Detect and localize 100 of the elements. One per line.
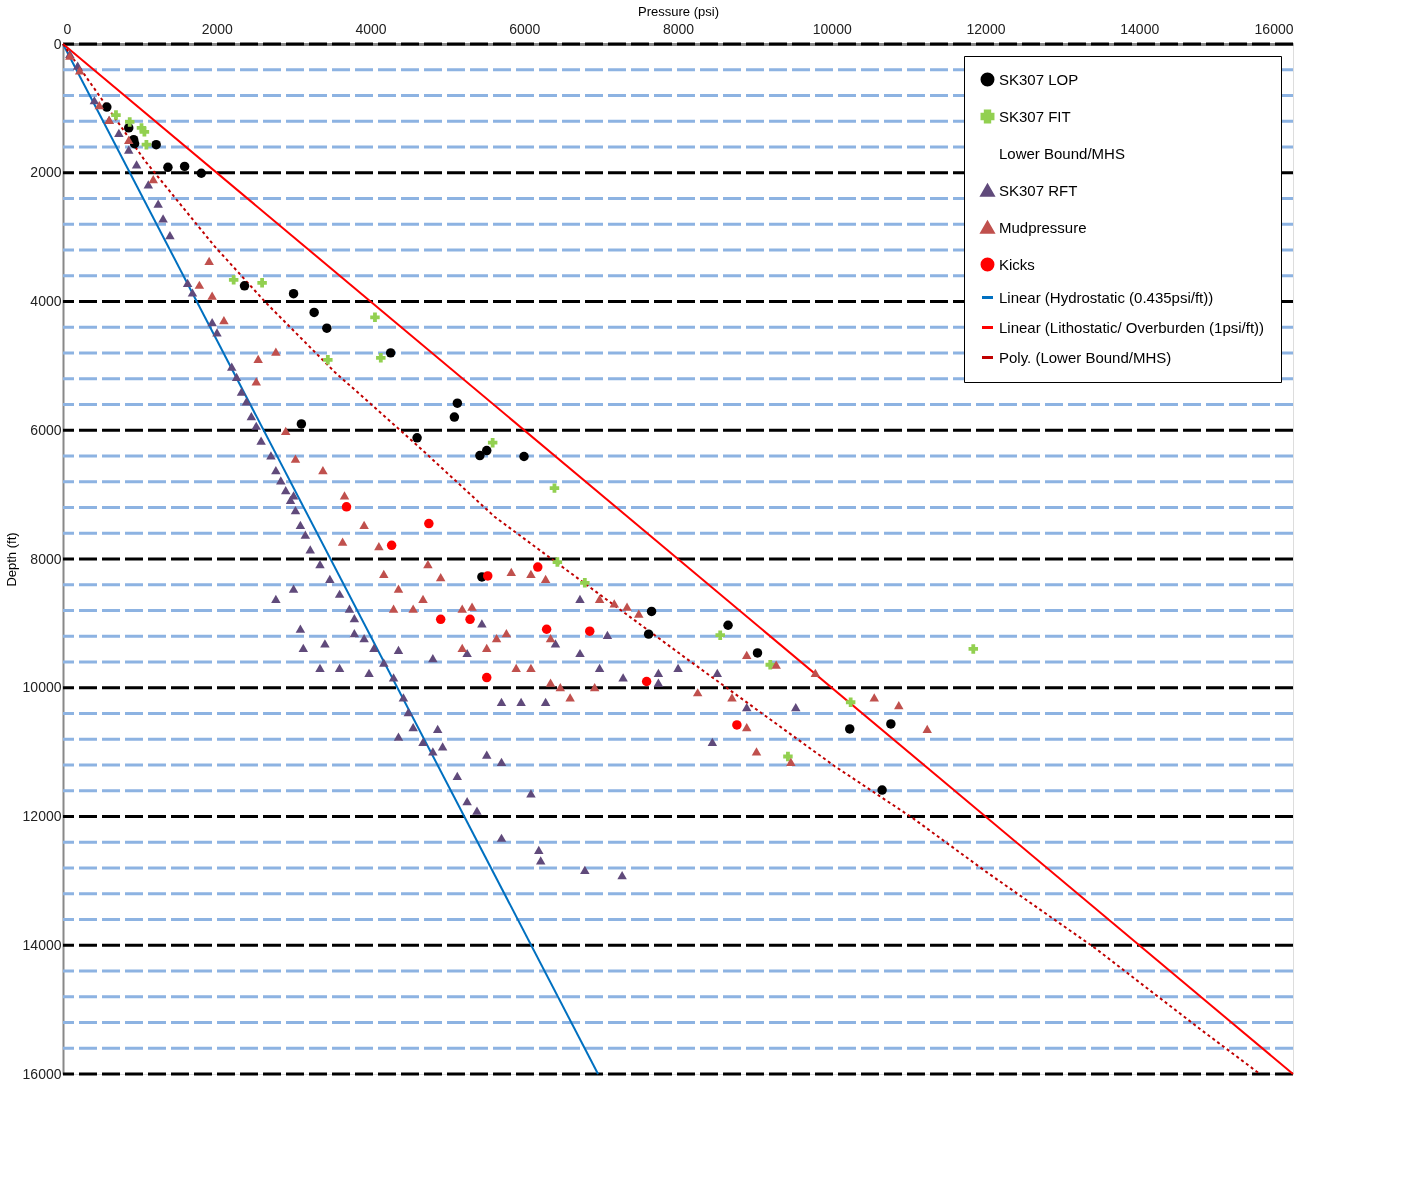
point — [457, 643, 467, 652]
point — [751, 747, 762, 756]
legend-label: Mudpressure — [999, 218, 1087, 236]
point — [341, 502, 352, 512]
point — [449, 412, 460, 422]
point — [148, 175, 158, 184]
point — [501, 628, 512, 638]
legend-label: SK307 FIT — [999, 107, 1071, 125]
legend-label: SK307 LOP — [999, 70, 1079, 88]
point — [408, 604, 418, 613]
point — [393, 584, 404, 593]
point — [732, 720, 742, 730]
x-tick-label: 14000 — [1120, 20, 1160, 37]
point — [752, 648, 763, 658]
x-tick-label: 16000 — [1254, 20, 1294, 37]
point — [339, 491, 350, 500]
y-tick-label: 16000 — [22, 1065, 62, 1082]
point — [877, 785, 887, 795]
point — [715, 630, 725, 640]
point — [594, 594, 605, 604]
point — [506, 567, 516, 576]
point — [783, 751, 793, 762]
legend-label: Linear (Lithostatic/ Overburden (1psi/ft)) — [999, 318, 1265, 336]
point — [457, 604, 467, 613]
point — [549, 483, 560, 493]
point — [609, 599, 620, 608]
point — [337, 537, 348, 546]
y-tick-label: 14000 — [22, 936, 62, 953]
point — [552, 557, 563, 567]
point — [968, 644, 979, 654]
point — [424, 518, 434, 529]
point — [288, 288, 299, 299]
point — [388, 604, 399, 613]
x-tick-label: 6000 — [509, 20, 541, 37]
point — [886, 719, 896, 729]
point — [765, 660, 775, 670]
point — [322, 323, 332, 333]
point — [692, 688, 703, 697]
point — [151, 139, 161, 150]
point — [723, 620, 733, 630]
x-tick-label: 8000 — [662, 20, 695, 37]
point — [102, 102, 112, 112]
point — [370, 312, 380, 323]
point — [540, 574, 551, 584]
point — [481, 643, 492, 652]
y-tick-label: 10000 — [22, 679, 62, 696]
legend-label: Linear (Hydrostatic (0.435psi/ft)) — [999, 288, 1214, 306]
point — [204, 256, 214, 266]
x-tick-label: 2000 — [201, 20, 234, 37]
point — [123, 135, 134, 145]
x-axis-title: Pressure (psi) — [638, 3, 719, 19]
point — [228, 275, 239, 285]
point — [622, 602, 632, 611]
point — [481, 672, 492, 683]
point — [179, 161, 190, 172]
point — [646, 606, 657, 617]
point — [526, 569, 536, 578]
point — [163, 162, 173, 173]
point — [386, 540, 397, 551]
point — [491, 634, 502, 643]
y-axis-title: Depth (ft) — [3, 532, 19, 587]
text: Lower Bound/MHS — [999, 144, 1125, 162]
point — [511, 663, 521, 672]
point — [219, 316, 229, 325]
point — [475, 450, 485, 461]
point — [487, 437, 498, 448]
point — [545, 634, 556, 643]
y-tick-label: 4000 — [30, 293, 62, 309]
legend-label: Kicks — [999, 255, 1035, 273]
point — [374, 542, 384, 551]
point — [318, 466, 328, 475]
point — [741, 722, 752, 732]
x-tick-label: 4000 — [355, 20, 387, 37]
point — [465, 614, 475, 625]
point — [435, 572, 446, 582]
point — [253, 354, 263, 363]
point — [239, 281, 250, 291]
point — [74, 66, 85, 75]
point — [786, 757, 796, 766]
point — [323, 355, 333, 365]
point — [418, 594, 428, 604]
point — [580, 578, 590, 588]
point — [376, 353, 386, 363]
point — [111, 110, 121, 120]
point — [922, 724, 932, 734]
point — [359, 520, 369, 529]
point — [519, 451, 529, 462]
point — [541, 624, 552, 634]
point — [290, 454, 301, 463]
point — [894, 701, 904, 710]
point — [845, 697, 856, 707]
point — [589, 683, 600, 692]
point — [481, 445, 492, 456]
point — [296, 419, 307, 429]
point — [467, 602, 477, 611]
point — [634, 609, 644, 618]
legend-label: Poly. (Lower Bound/MHS) — [999, 348, 1172, 366]
point — [207, 291, 217, 300]
point — [771, 660, 781, 669]
y-tick-label: 6000 — [30, 421, 62, 438]
